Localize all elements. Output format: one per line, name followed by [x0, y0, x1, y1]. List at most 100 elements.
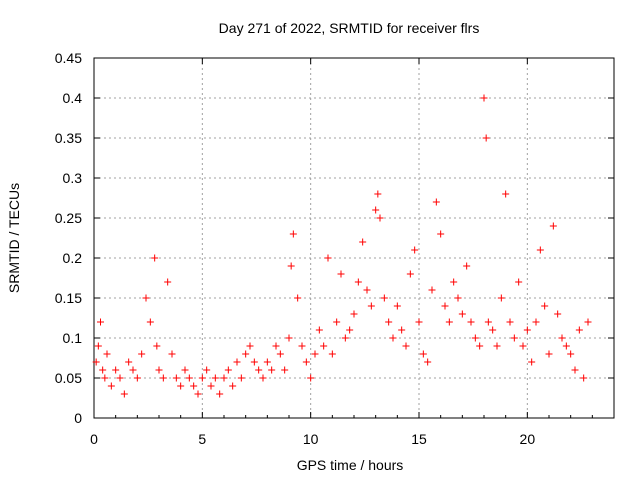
data-point — [484, 318, 492, 326]
data-point — [541, 302, 549, 310]
grid — [94, 58, 614, 418]
data-point — [367, 302, 375, 310]
data-point — [272, 342, 280, 350]
data-point — [129, 366, 137, 374]
y-tick-label: 0.35 — [55, 130, 82, 146]
data-point — [276, 350, 284, 358]
data-point — [112, 366, 120, 374]
data-point — [138, 350, 146, 358]
data-point — [107, 382, 115, 390]
data-point — [346, 326, 354, 334]
x-axis-title: GPS time / hours — [297, 457, 404, 473]
data-point — [341, 334, 349, 342]
data-point — [567, 350, 575, 358]
data-point — [497, 294, 505, 302]
data-point — [437, 230, 445, 238]
data-point — [259, 374, 267, 382]
data-point — [94, 342, 102, 350]
y-tick-label: 0.3 — [63, 170, 83, 186]
x-tick-label: 10 — [303, 431, 319, 447]
data-point — [471, 334, 479, 342]
data-point — [133, 374, 141, 382]
data-point — [376, 214, 384, 222]
data-point — [97, 318, 104, 326]
data-point — [432, 198, 440, 206]
data-point — [502, 190, 510, 198]
data-point — [289, 230, 297, 238]
y-tick-label: 0.4 — [63, 90, 83, 106]
axis-ticks — [93, 57, 614, 419]
data-point — [398, 326, 406, 334]
data-point — [281, 366, 289, 374]
data-point — [92, 358, 100, 366]
data-point — [580, 374, 588, 382]
data-point — [480, 94, 488, 102]
data-point — [99, 366, 107, 374]
data-point — [294, 294, 302, 302]
data-point — [194, 390, 202, 398]
y-axis-title: SRMTID / TECUs — [6, 183, 22, 293]
data-point — [120, 390, 128, 398]
data-point — [242, 350, 250, 358]
data-point — [428, 286, 436, 294]
y-tick-label: 0.2 — [63, 250, 83, 266]
y-tick-label: 0.25 — [55, 210, 82, 226]
data-point — [153, 342, 161, 350]
data-point — [389, 334, 397, 342]
x-tick-label: 5 — [198, 431, 206, 447]
plot-frame — [93, 57, 615, 419]
data-point — [164, 278, 172, 286]
data-point — [311, 350, 319, 358]
data-point — [246, 342, 254, 350]
data-point — [419, 350, 427, 358]
data-point — [528, 358, 536, 366]
data-point — [350, 310, 358, 318]
data-point — [168, 350, 176, 358]
data-point — [411, 246, 419, 254]
data-point — [198, 374, 206, 382]
data-point — [354, 278, 362, 286]
data-point — [510, 334, 518, 342]
data-point — [298, 342, 306, 350]
data-point — [211, 374, 219, 382]
data-point — [103, 350, 111, 358]
data-point — [190, 382, 198, 390]
data-point — [554, 310, 562, 318]
data-point — [584, 318, 592, 326]
data-point — [328, 350, 336, 358]
data-point — [571, 366, 579, 374]
data-point — [320, 342, 328, 350]
data-point — [159, 374, 167, 382]
y-tick-label: 0.05 — [55, 370, 82, 386]
data-point — [203, 366, 211, 374]
data-point — [476, 342, 484, 350]
data-point — [519, 342, 527, 350]
data-point — [441, 302, 449, 310]
data-point — [454, 294, 462, 302]
data-point — [177, 382, 185, 390]
data-point — [450, 278, 458, 286]
data-point — [333, 318, 341, 326]
data-point — [482, 134, 490, 142]
data-point — [406, 270, 414, 278]
data-point — [324, 254, 332, 262]
data-point — [116, 374, 124, 382]
data-point — [146, 318, 154, 326]
x-axis-tick-labels: 0 5 10 15 20 — [90, 431, 535, 447]
y-tick-label: 0.15 — [55, 290, 82, 306]
data-point — [493, 342, 501, 350]
data-point — [287, 262, 295, 270]
data-point — [415, 318, 423, 326]
data-point — [285, 334, 293, 342]
data-point — [489, 326, 497, 334]
y-axis-tick-labels: 0 0.05 0.1 0.15 0.2 0.25 0.3 0.35 0.4 0.45 — [55, 50, 82, 426]
data-point — [532, 318, 540, 326]
data-point — [101, 374, 109, 382]
data-point — [224, 366, 232, 374]
data-point — [374, 190, 382, 198]
data-point — [424, 358, 432, 366]
data-point — [380, 294, 388, 302]
data-point — [515, 278, 523, 286]
data-point — [151, 254, 159, 262]
